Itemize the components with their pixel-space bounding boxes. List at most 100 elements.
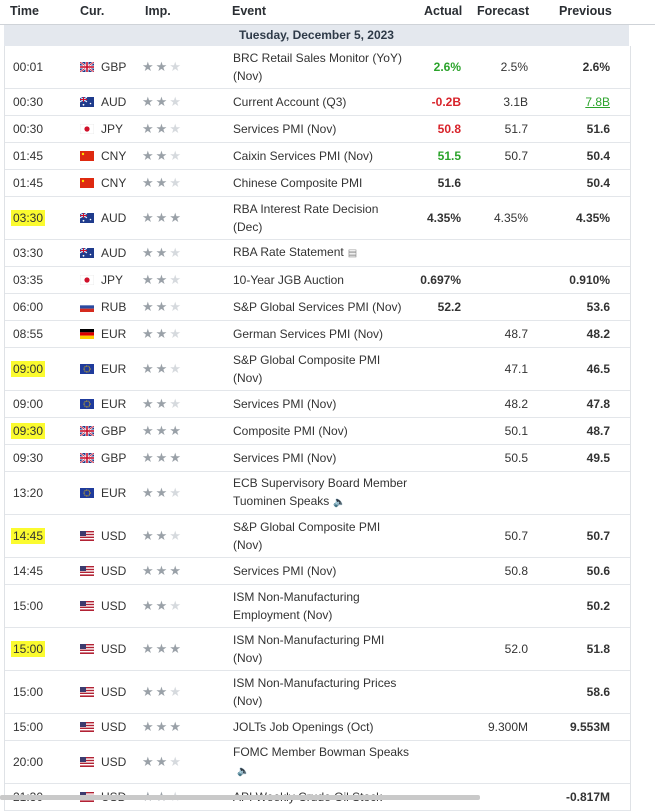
star-icon: ★ xyxy=(155,272,168,287)
forecast-value: 48.7 xyxy=(504,327,528,341)
star-icon: ★ xyxy=(169,450,181,465)
event-time: 00:30 xyxy=(13,122,44,136)
event-name[interactable]: BRC Retail Sales Monitor (YoY) (Nov) xyxy=(233,51,402,83)
star-icon: ★ xyxy=(155,641,168,656)
star-icon: ★ xyxy=(169,210,181,225)
star-icon: ★ xyxy=(142,299,154,314)
col-importance[interactable]: Imp. xyxy=(145,4,171,18)
table-row[interactable]: 00:30 AUD ★ ★ ★ Current Account (Q3) -0.2B 3.1B… xyxy=(5,89,630,116)
event-name[interactable]: Current Account (Q3) xyxy=(233,95,347,109)
event-name[interactable]: Composite PMI (Nov) xyxy=(233,424,348,438)
table-row[interactable]: 03:35 JPY ★ ★ ★ 10-Year JGB Auction 0.697% 0.91… xyxy=(5,267,630,294)
event-name[interactable]: FOMC Member Bowman Speaks🔈 xyxy=(233,745,410,777)
currency-code: CNY xyxy=(101,176,127,190)
col-actual[interactable]: Actual xyxy=(424,4,463,18)
table-row[interactable]: 14:45 USD ★ ★ ★ S&P Global Composite PMI (Nov… xyxy=(5,515,630,558)
event-name[interactable]: Chinese Composite PMI xyxy=(233,176,363,190)
importance-stars: ★★★ xyxy=(142,391,202,417)
star-icon: ★ xyxy=(169,684,181,699)
event-name[interactable]: JOLTs Job Openings (Oct) xyxy=(233,720,374,734)
star-icon: ★ xyxy=(169,563,181,578)
actual-value xyxy=(401,472,461,514)
table-row[interactable]: 00:30 JPY ★ ★ ★ Services PMI (Nov) 50.8 51.7 51.… xyxy=(5,116,630,143)
event-name[interactable]: ECB Supervisory Board Member Tuominen Sp… xyxy=(233,476,408,508)
actual-value xyxy=(401,391,461,417)
col-event[interactable]: Event xyxy=(232,4,267,18)
event-name[interactable]: S&P Global Composite PMI (Nov) xyxy=(233,520,381,552)
event-time: 08:55 xyxy=(13,327,44,341)
table-row[interactable]: 01:45 CNY ★ ★ ★ Chinese Composite PMI 51.6 50.4 xyxy=(5,170,630,197)
table-row[interactable]: 09:00 EUR ★ ★ ★ Services PMI (Nov) 48.2 47.8 xyxy=(5,391,630,418)
star-icon: ★ xyxy=(142,59,154,74)
table-row[interactable]: 09:30 GBP ★ ★ ★ Services PMI (Nov) 50.5 49.5 xyxy=(5,445,630,472)
importance-stars: ★★★ xyxy=(142,515,202,557)
event-time: 09:30 xyxy=(13,451,44,465)
table-row[interactable]: 15:00 USD ★ ★ ★ JOLTs Job Openings (Oct) 9.300… xyxy=(5,714,630,741)
table-row[interactable]: 15:00 USD ★ ★ ★ ISM Non-Manufacturing Employm… xyxy=(5,585,630,628)
event-name[interactable]: Services PMI (Nov) xyxy=(233,451,337,465)
currency-code: JPY xyxy=(101,273,124,287)
forecast-value xyxy=(467,585,528,627)
table-row[interactable]: 13:20 EUR ★ ★ ★ ECB Supervisory Board Member … xyxy=(5,472,630,515)
importance-stars: ★★★ xyxy=(142,321,202,347)
table-row[interactable]: 15:00 USD ★ ★ ★ ISM Non-Manufacturing PMI (No… xyxy=(5,628,630,671)
event-name[interactable]: ISM Non-Manufacturing Employment (Nov) xyxy=(233,590,360,622)
currency-code: EUR xyxy=(101,486,127,500)
star-icon: ★ xyxy=(169,121,181,136)
previous-value: 58.6 xyxy=(586,685,610,699)
importance-stars: ★★★ xyxy=(142,116,202,142)
event-name[interactable]: Services PMI (Nov) xyxy=(233,564,337,578)
col-forecast[interactable]: Forecast xyxy=(477,4,530,18)
table-row[interactable]: 06:00 RUB ★ ★ ★ S&P Global Services PMI (Nov)… xyxy=(5,294,630,321)
document-icon[interactable]: ▤ xyxy=(347,248,358,259)
event-name[interactable]: S&P Global Services PMI (Nov) xyxy=(233,300,402,314)
star-icon: ★ xyxy=(169,245,181,260)
table-row[interactable]: 08:55 EUR ★ ★ ★ German Services PMI (Nov) 48.7… xyxy=(5,321,630,348)
event-time: 15:00 xyxy=(13,685,44,699)
speaker-icon[interactable]: 🔈 xyxy=(333,497,346,508)
event-name[interactable]: S&P Global Composite PMI (Nov) xyxy=(233,353,381,385)
cn-flag-icon xyxy=(80,143,96,169)
event-time: 00:30 xyxy=(13,95,44,109)
currency-code: USD xyxy=(101,529,127,543)
star-icon: ★ xyxy=(155,684,168,699)
table-row[interactable]: 15:00 USD ★ ★ ★ ISM Non-Manufacturing Prices … xyxy=(5,671,630,714)
col-time[interactable]: Time xyxy=(10,4,39,18)
table-row[interactable]: 00:01 GBP ★ ★ ★ BRC Retail Sales Monitor (YoY… xyxy=(5,46,630,89)
star-icon: ★ xyxy=(142,598,154,613)
horizontal-scrollbar[interactable] xyxy=(0,795,480,800)
star-icon: ★ xyxy=(169,94,181,109)
previous-value: -0.817M xyxy=(565,790,610,804)
table-row[interactable]: 01:45 CNY ★ ★ ★ Caixin Services PMI (Nov) 51.5… xyxy=(5,143,630,170)
event-name[interactable]: ISM Non-Manufacturing PMI (Nov) xyxy=(233,633,385,665)
table-row[interactable]: 09:30 GBP ★ ★ ★ Composite PMI (Nov) 50.1 48.7 xyxy=(5,418,630,445)
table-row[interactable]: 20:00 USD ★ ★ ★ FOMC Member Bowman Speaks🔈 xyxy=(5,741,630,784)
star-icon: ★ xyxy=(155,59,168,74)
event-name[interactable]: Caixin Services PMI (Nov) xyxy=(233,149,374,163)
event-name[interactable]: ISM Non-Manufacturing Prices (Nov) xyxy=(233,676,397,708)
event-time: 14:45 xyxy=(13,564,44,578)
event-name[interactable]: Services PMI (Nov) xyxy=(233,122,337,136)
col-previous[interactable]: Previous xyxy=(559,4,612,18)
event-time: 03:30 xyxy=(11,210,46,226)
actual-value: 52.2 xyxy=(437,300,461,314)
table-row[interactable]: 14:45 USD ★ ★ ★ Services PMI (Nov) 50.8 50.6 xyxy=(5,558,630,585)
star-icon: ★ xyxy=(142,528,154,543)
eu-flag-icon xyxy=(80,348,96,390)
event-name[interactable]: 10-Year JGB Auction xyxy=(233,273,344,287)
table-row[interactable]: 03:30 AUD ★ ★ ★ RBA Rate Statement ▤ xyxy=(5,240,630,267)
previous-value: 4.35% xyxy=(575,211,610,225)
forecast-value: 52.0 xyxy=(504,642,528,656)
star-icon: ★ xyxy=(155,719,168,734)
speaker-icon[interactable]: 🔈 xyxy=(237,766,250,777)
event-name[interactable]: RBA Rate Statement ▤ xyxy=(233,245,358,259)
table-row[interactable]: 03:30 AUD ★ ★ ★ RBA Interest Rate Decision (D… xyxy=(5,197,630,240)
star-icon: ★ xyxy=(142,684,154,699)
table-row[interactable]: 09:00 EUR ★ ★ ★ S&P Global Composite PMI (Nov… xyxy=(5,348,630,391)
col-currency[interactable]: Cur. xyxy=(80,4,105,18)
event-name[interactable]: Services PMI (Nov) xyxy=(233,397,337,411)
event-name[interactable]: RBA Interest Rate Decision (Dec) xyxy=(233,202,379,234)
event-name[interactable]: German Services PMI (Nov) xyxy=(233,327,384,341)
star-icon: ★ xyxy=(155,245,168,260)
star-icon: ★ xyxy=(155,361,168,376)
